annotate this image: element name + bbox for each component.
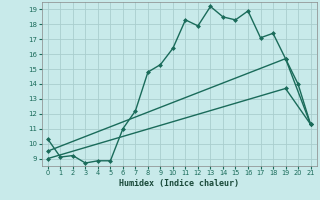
X-axis label: Humidex (Indice chaleur): Humidex (Indice chaleur)	[119, 179, 239, 188]
